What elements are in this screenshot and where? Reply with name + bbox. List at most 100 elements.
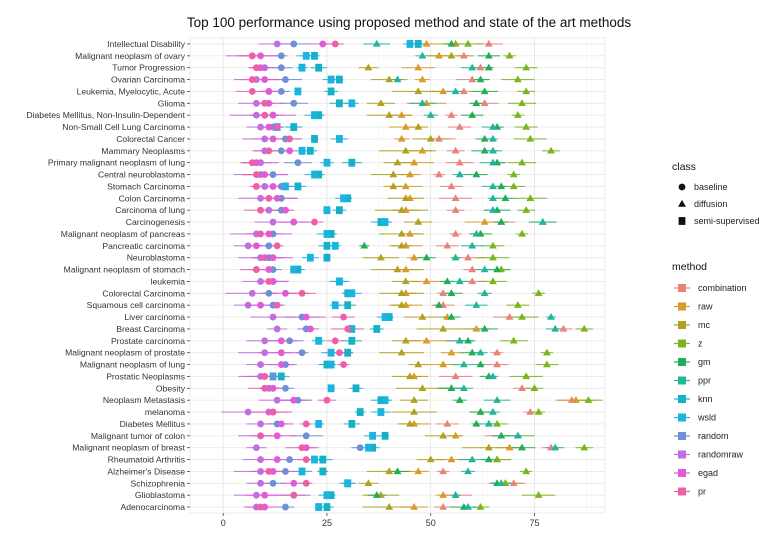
data-point-ppr	[472, 301, 481, 308]
data-point-mc	[414, 87, 423, 95]
data-point-ppr	[372, 39, 381, 47]
data-point-pr	[257, 206, 264, 214]
data-point-wsld	[311, 111, 318, 120]
y-tick-label: Malignant neoplasm of breast	[72, 443, 185, 453]
data-point-wsld	[406, 40, 414, 48]
data-point-pr	[261, 111, 269, 119]
y-tick-label: Central neuroblastoma	[98, 170, 185, 180]
data-point-combination	[443, 241, 452, 249]
y-tick-label: Tumor Progression	[112, 63, 185, 73]
data-point-randomraw	[261, 349, 269, 357]
data-point-z	[580, 324, 589, 332]
data-point-egad	[290, 218, 298, 226]
data-point-ppr	[468, 241, 477, 249]
data-point-wsld	[315, 420, 323, 428]
data-point-egad	[282, 206, 289, 214]
data-point-combination	[447, 111, 456, 118]
data-point-egad	[277, 337, 285, 345]
data-point-knn	[319, 455, 327, 464]
data-point-gm	[476, 360, 485, 368]
data-point-egad	[273, 456, 281, 463]
data-point-ppr	[547, 312, 555, 320]
data-point-ppr	[393, 75, 402, 83]
y-tick-label: Schizophrenia	[131, 478, 186, 488]
data-point-gm	[493, 265, 502, 273]
data-point-egad	[290, 479, 298, 487]
data-point-randomraw	[253, 111, 260, 119]
y-tick-label: Ovarian Carcinoma	[111, 75, 185, 85]
data-point-gm	[497, 217, 506, 225]
data-point-knn	[315, 63, 323, 72]
data-point-ppr	[418, 99, 427, 107]
legend-method-swatch	[678, 339, 686, 348]
y-tick-label: Glioma	[158, 98, 185, 108]
data-point-combination	[451, 372, 460, 380]
data-point-pr	[340, 313, 347, 321]
data-point-randomraw	[273, 396, 281, 404]
data-point-knn	[306, 146, 314, 155]
data-point-raw	[439, 491, 448, 498]
y-tick-label: leukemia	[151, 276, 186, 286]
data-point-mc	[426, 134, 435, 142]
data-point-egad	[257, 301, 264, 309]
data-point-z	[513, 301, 522, 308]
y-tick-label: Colorectal Cancer	[116, 134, 185, 144]
data-point-combination	[435, 134, 443, 142]
data-point-z	[505, 51, 514, 59]
legend-method-swatch	[678, 284, 686, 292]
data-point-gm	[472, 170, 481, 178]
data-point-wsld	[327, 348, 335, 357]
data-point-z	[493, 419, 502, 427]
data-point-wsld	[336, 277, 343, 286]
data-point-gm	[393, 467, 402, 475]
data-point-z	[522, 206, 531, 213]
data-point-raw	[439, 87, 448, 95]
y-tick-label: Adenocarcinoma	[121, 502, 186, 512]
y-tick-label: Leukemia, Myelocytic, Acute	[77, 86, 186, 96]
data-point-pr	[261, 254, 269, 262]
data-point-egad	[261, 76, 269, 83]
data-point-combination	[476, 63, 485, 71]
data-point-wsld	[311, 170, 318, 179]
data-point-knn	[327, 491, 335, 500]
legend-key-circle	[678, 183, 686, 191]
data-point-combination	[468, 75, 477, 83]
data-point-pr	[273, 301, 281, 309]
data-point-egad	[277, 349, 285, 357]
data-point-raw	[401, 122, 410, 130]
data-point-random	[282, 503, 289, 511]
data-point-knn	[352, 384, 360, 393]
data-point-egad	[306, 325, 314, 333]
data-point-mc	[389, 182, 398, 190]
y-tick-label: Intellectual Disability	[107, 39, 186, 49]
data-point-knn	[348, 420, 356, 428]
data-point-combination	[468, 265, 477, 273]
data-point-pr	[261, 384, 269, 392]
legend-method-label: egad	[698, 468, 718, 478]
data-point-randomraw	[257, 361, 264, 368]
data-point-pr	[298, 444, 306, 452]
data-point-mc	[447, 51, 456, 59]
data-point-pr	[311, 218, 318, 226]
data-point-egad	[261, 491, 269, 499]
data-point-knn	[336, 99, 343, 108]
data-point-z	[530, 384, 539, 392]
data-point-egad	[265, 266, 273, 273]
data-point-randomraw	[261, 337, 269, 345]
data-point-egad	[277, 361, 285, 368]
data-point-egad	[269, 135, 277, 143]
legend-method-swatch	[678, 487, 686, 496]
legend-method-label: random	[698, 431, 729, 441]
y-tick-label: Stomach Carcinoma	[107, 181, 185, 191]
data-point-mc	[439, 324, 448, 332]
legend-key-square	[678, 217, 686, 225]
data-point-random	[277, 52, 285, 60]
data-point-raw	[401, 182, 410, 190]
data-point-egad	[273, 432, 281, 440]
data-point-combination	[505, 312, 514, 320]
legend-class-title: class	[672, 161, 696, 173]
data-point-mc	[410, 407, 419, 415]
legend-method-label: z	[698, 339, 703, 349]
data-point-ppr	[476, 348, 485, 356]
legend-method-title: method	[672, 261, 707, 273]
